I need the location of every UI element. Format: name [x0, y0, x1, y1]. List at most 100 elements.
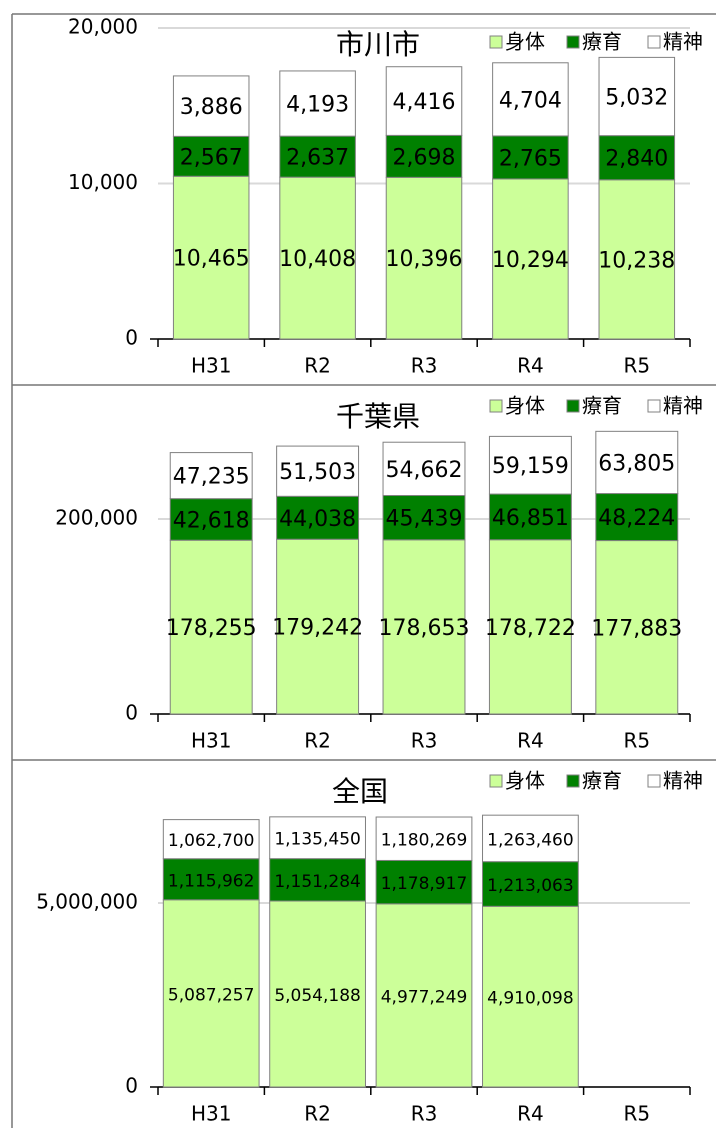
legend-swatch: [489, 774, 503, 788]
bar-segment: [598, 135, 676, 181]
y-tick-label: 10,000: [68, 170, 138, 194]
data-label: 2,698: [393, 145, 456, 170]
data-label: 4,193: [286, 93, 349, 118]
y-tick-label: 0: [125, 1074, 138, 1098]
data-label: 177,883: [591, 616, 682, 641]
data-label: 1,135,450: [274, 830, 361, 850]
data-label: 42,618: [173, 508, 250, 533]
bar-segment: [172, 175, 250, 340]
legend-label: 身体: [505, 30, 545, 54]
x-tick-label: R2: [304, 1102, 331, 1126]
x-tick-label: R2: [304, 354, 331, 378]
data-label: 2,765: [499, 146, 562, 171]
bar-segment: [382, 539, 466, 715]
chart-title: 千葉県: [336, 400, 420, 433]
bar-segment: [279, 176, 356, 340]
bar-segment: [488, 493, 572, 541]
bar-segment: [279, 135, 356, 178]
bar-segment: [269, 858, 366, 902]
legend-swatch: [647, 399, 661, 413]
x-tick-label: R4: [517, 729, 544, 753]
bar-segment: [269, 900, 366, 1088]
bar-segment: [385, 66, 463, 136]
data-label: 10,396: [386, 247, 463, 272]
bar-segment: [375, 903, 473, 1088]
data-label: 59,159: [492, 454, 569, 479]
bar-segment: [276, 495, 360, 540]
data-label: 63,805: [598, 451, 675, 476]
bar-segment: [482, 814, 579, 863]
data-label: 1,062,700: [168, 831, 255, 851]
legend-label: 身体: [505, 394, 545, 418]
data-label: 2,567: [180, 145, 243, 170]
data-label: 1,180,269: [381, 831, 468, 851]
data-label: 5,054,188: [274, 986, 361, 1006]
data-label: 5,087,257: [168, 985, 255, 1005]
bar-segment: [595, 430, 679, 495]
legend-swatch: [489, 35, 503, 49]
x-tick-label: R2: [304, 729, 331, 753]
bar-segment: [488, 539, 572, 715]
legend-swatch: [647, 774, 661, 788]
data-label: 45,439: [386, 507, 463, 532]
legend-label: 精神: [663, 394, 703, 418]
chart-title: 全国: [332, 775, 388, 808]
data-label: 1,115,962: [168, 871, 255, 891]
y-tick-label: 5,000,000: [36, 890, 138, 914]
legend-label: 療育: [582, 30, 622, 54]
bar-segment: [276, 538, 360, 715]
data-label: 3,886: [180, 95, 243, 120]
bar-segment: [169, 539, 253, 715]
bar-segment: [488, 435, 572, 495]
bar-segment: [598, 56, 676, 137]
bar-segment: [492, 62, 569, 137]
data-label: 10,294: [492, 248, 569, 273]
x-tick-label: H31: [191, 354, 232, 378]
x-tick-label: H31: [191, 1102, 232, 1126]
bar-segment: [492, 178, 569, 340]
legend-label: 精神: [663, 769, 703, 793]
data-label: 4,910,098: [487, 989, 574, 1009]
x-tick-label: R3: [411, 729, 438, 753]
data-label: 46,851: [492, 506, 569, 531]
data-label: 51,503: [279, 460, 356, 485]
legend-swatch: [566, 774, 580, 788]
x-tick-label: R3: [411, 354, 438, 378]
bar-segment: [162, 819, 260, 860]
bar-segment: [276, 445, 360, 497]
legend-swatch: [566, 399, 580, 413]
data-label: 1,151,284: [274, 872, 361, 892]
data-label: 4,416: [393, 90, 456, 115]
bar-segment: [172, 135, 250, 177]
bar-segment: [598, 179, 676, 340]
bar-segment: [169, 452, 253, 500]
x-tick-label: R3: [411, 1102, 438, 1126]
bar-segment: [382, 495, 466, 541]
legend-label: 療育: [582, 769, 622, 793]
x-tick-label: R4: [517, 1102, 544, 1126]
legend-swatch: [647, 35, 661, 49]
data-label: 44,038: [279, 507, 356, 532]
bar-segment: [162, 858, 260, 901]
x-tick-label: R4: [517, 354, 544, 378]
data-label: 54,662: [386, 458, 463, 483]
data-label: 48,224: [598, 506, 675, 531]
data-label: 178,255: [166, 616, 257, 641]
bar-segment: [375, 859, 473, 905]
legend-label: 身体: [505, 769, 545, 793]
data-label: 5,032: [605, 86, 668, 111]
bar-segment: [162, 899, 260, 1088]
data-label: 178,722: [485, 616, 576, 641]
bar-segment: [482, 905, 579, 1088]
bar-segment: [269, 816, 366, 860]
data-label: 1,263,460: [487, 830, 574, 850]
legend-swatch: [489, 399, 503, 413]
data-label: 1,213,063: [487, 876, 574, 896]
data-label: 179,242: [272, 616, 363, 641]
y-tick-label: 20,000: [68, 15, 138, 39]
chart-title: 市川市: [336, 28, 420, 61]
x-tick-label: R5: [623, 1102, 650, 1126]
y-tick-label: 0: [125, 701, 138, 725]
data-label: 10,408: [279, 247, 356, 272]
